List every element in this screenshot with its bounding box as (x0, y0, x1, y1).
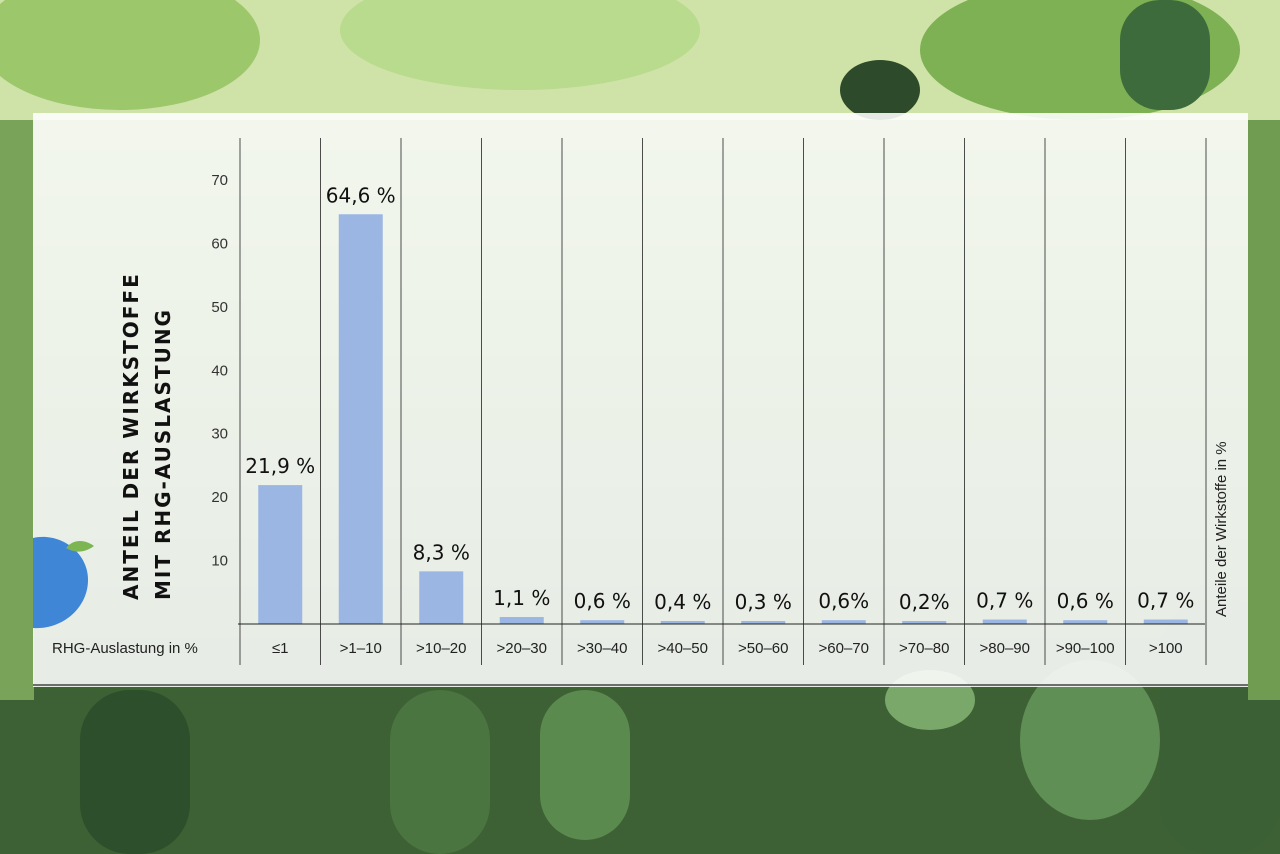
y-tick-label: 70 (211, 172, 228, 189)
y-tick-label: 20 (211, 489, 228, 506)
bar (660, 621, 705, 624)
x-tick-label: >30–40 (577, 640, 627, 657)
x-tick-label: ≤1 (272, 640, 289, 657)
data-label: 0,4 % (654, 590, 711, 614)
y-axis-label-line-1: ANTEIL DER WIRKSTOFFE (119, 272, 143, 600)
x-tick-label: >20–30 (497, 640, 547, 657)
y-tick-label: 40 (211, 362, 228, 379)
bar (499, 617, 544, 624)
x-tick-label: >100 (1149, 640, 1183, 657)
bar (982, 619, 1027, 624)
data-label: 0,7 % (976, 589, 1033, 613)
x-tick-label: >50–60 (738, 640, 788, 657)
data-label: 0,6% (818, 589, 869, 613)
bar (1143, 619, 1188, 624)
bar (902, 621, 947, 624)
x-tick-label: >1–10 (340, 640, 382, 657)
data-label: 0,3 % (735, 590, 792, 614)
x-tick-label: >70–80 (899, 640, 949, 657)
bar (1063, 620, 1108, 624)
data-label: 0,6 % (1057, 589, 1114, 613)
bar (338, 214, 383, 624)
bar (741, 621, 786, 624)
y-axis-label-line-2: MIT RHG-AUSLASTUNG (151, 308, 175, 600)
data-label: 0,7 % (1137, 589, 1194, 613)
x-axis-label: RHG-Auslastung in % (52, 640, 198, 657)
data-label: 1,1 % (493, 586, 550, 610)
y-tick-label: 50 (211, 299, 228, 316)
data-label: 0,2% (899, 590, 950, 614)
x-tick-label: >10–20 (416, 640, 466, 657)
bar (821, 620, 866, 624)
gridlines (239, 138, 1207, 665)
bars (258, 214, 1188, 624)
bar (419, 571, 464, 624)
bar (580, 620, 625, 624)
x-tick-label: >60–70 (819, 640, 869, 657)
y-tick-label: 60 (211, 235, 228, 252)
x-tick-label: >40–50 (658, 640, 708, 657)
x-tick-label: >80–90 (980, 640, 1030, 657)
decorative-fruit-icon (33, 536, 94, 629)
chart-panel (33, 113, 1248, 687)
y-tick-label: 10 (211, 553, 228, 570)
x-tick-label: >90–100 (1056, 640, 1115, 657)
y-tick-label: 30 (211, 426, 228, 443)
value-labels: 21,9 % 64,6 % 8,3 % 1,1 % 0,6 % 0,4 % 0,3 % 0,6… (245, 183, 1194, 614)
bar (258, 485, 303, 624)
data-label: 8,3 % (413, 540, 470, 564)
data-label: 0,6 % (574, 589, 631, 613)
data-label: 64,6 % (326, 183, 396, 207)
y-axis-ticks: 10 20 30 40 50 60 70 (211, 172, 228, 570)
right-axis-label: Anteile der Wirkstoffe in % (1213, 441, 1230, 617)
x-axis-categories: ≤1 >1–10 >10–20 >20–30 >30–40 >40–50 >50–60 >60… (272, 640, 1183, 657)
data-label: 21,9 % (245, 454, 315, 478)
